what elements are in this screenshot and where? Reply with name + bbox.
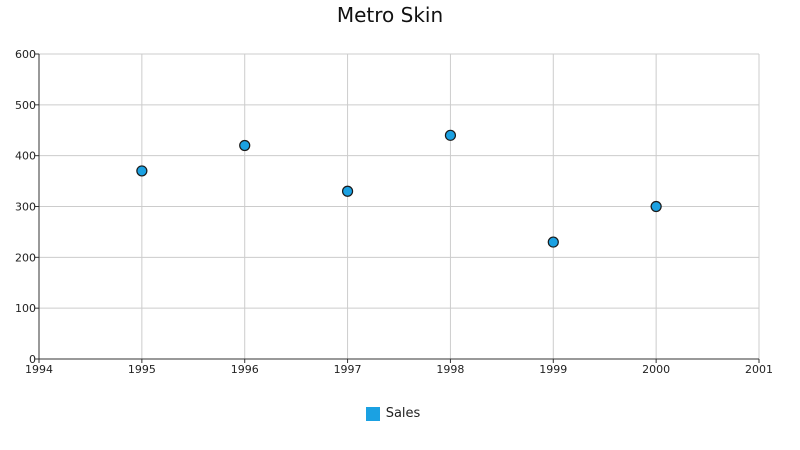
x-tick-label-2000: 2000 [642,363,670,376]
x-tick-label-1995: 1995 [128,363,156,376]
data-point-1995[interactable] [136,165,148,177]
y-tick-label-600: 600 [15,48,36,61]
data-point-1996[interactable] [239,139,251,152]
y-tick-label-500: 500 [15,99,36,112]
x-tick-label-1994: 1994 [25,363,53,376]
y-tick-label-200: 200 [15,251,36,264]
data-point-1997[interactable] [341,185,354,197]
data-point-1998[interactable] [444,129,457,141]
data-point-1999[interactable] [547,236,559,248]
x-tick-label-1999: 1999 [539,363,567,376]
y-tick-label-0: 0 [29,353,36,366]
legend-label-sales: Sales [385,406,421,421]
data-point-2000[interactable] [650,200,662,213]
y-tick-label-400: 400 [15,150,36,163]
legend-swatch-sales [365,406,380,421]
x-tick-label-2001: 2001 [745,363,773,376]
x-tick-label-1998: 1998 [436,363,464,376]
x-tick-label-1996: 1996 [231,363,259,376]
y-tick-label-300: 300 [15,201,36,214]
legend[interactable]: Sales [0,406,780,421]
chart-title: Metro Skin [336,3,444,27]
y-tick-label-100: 100 [15,302,36,315]
x-tick-label-1997: 1997 [334,363,362,376]
